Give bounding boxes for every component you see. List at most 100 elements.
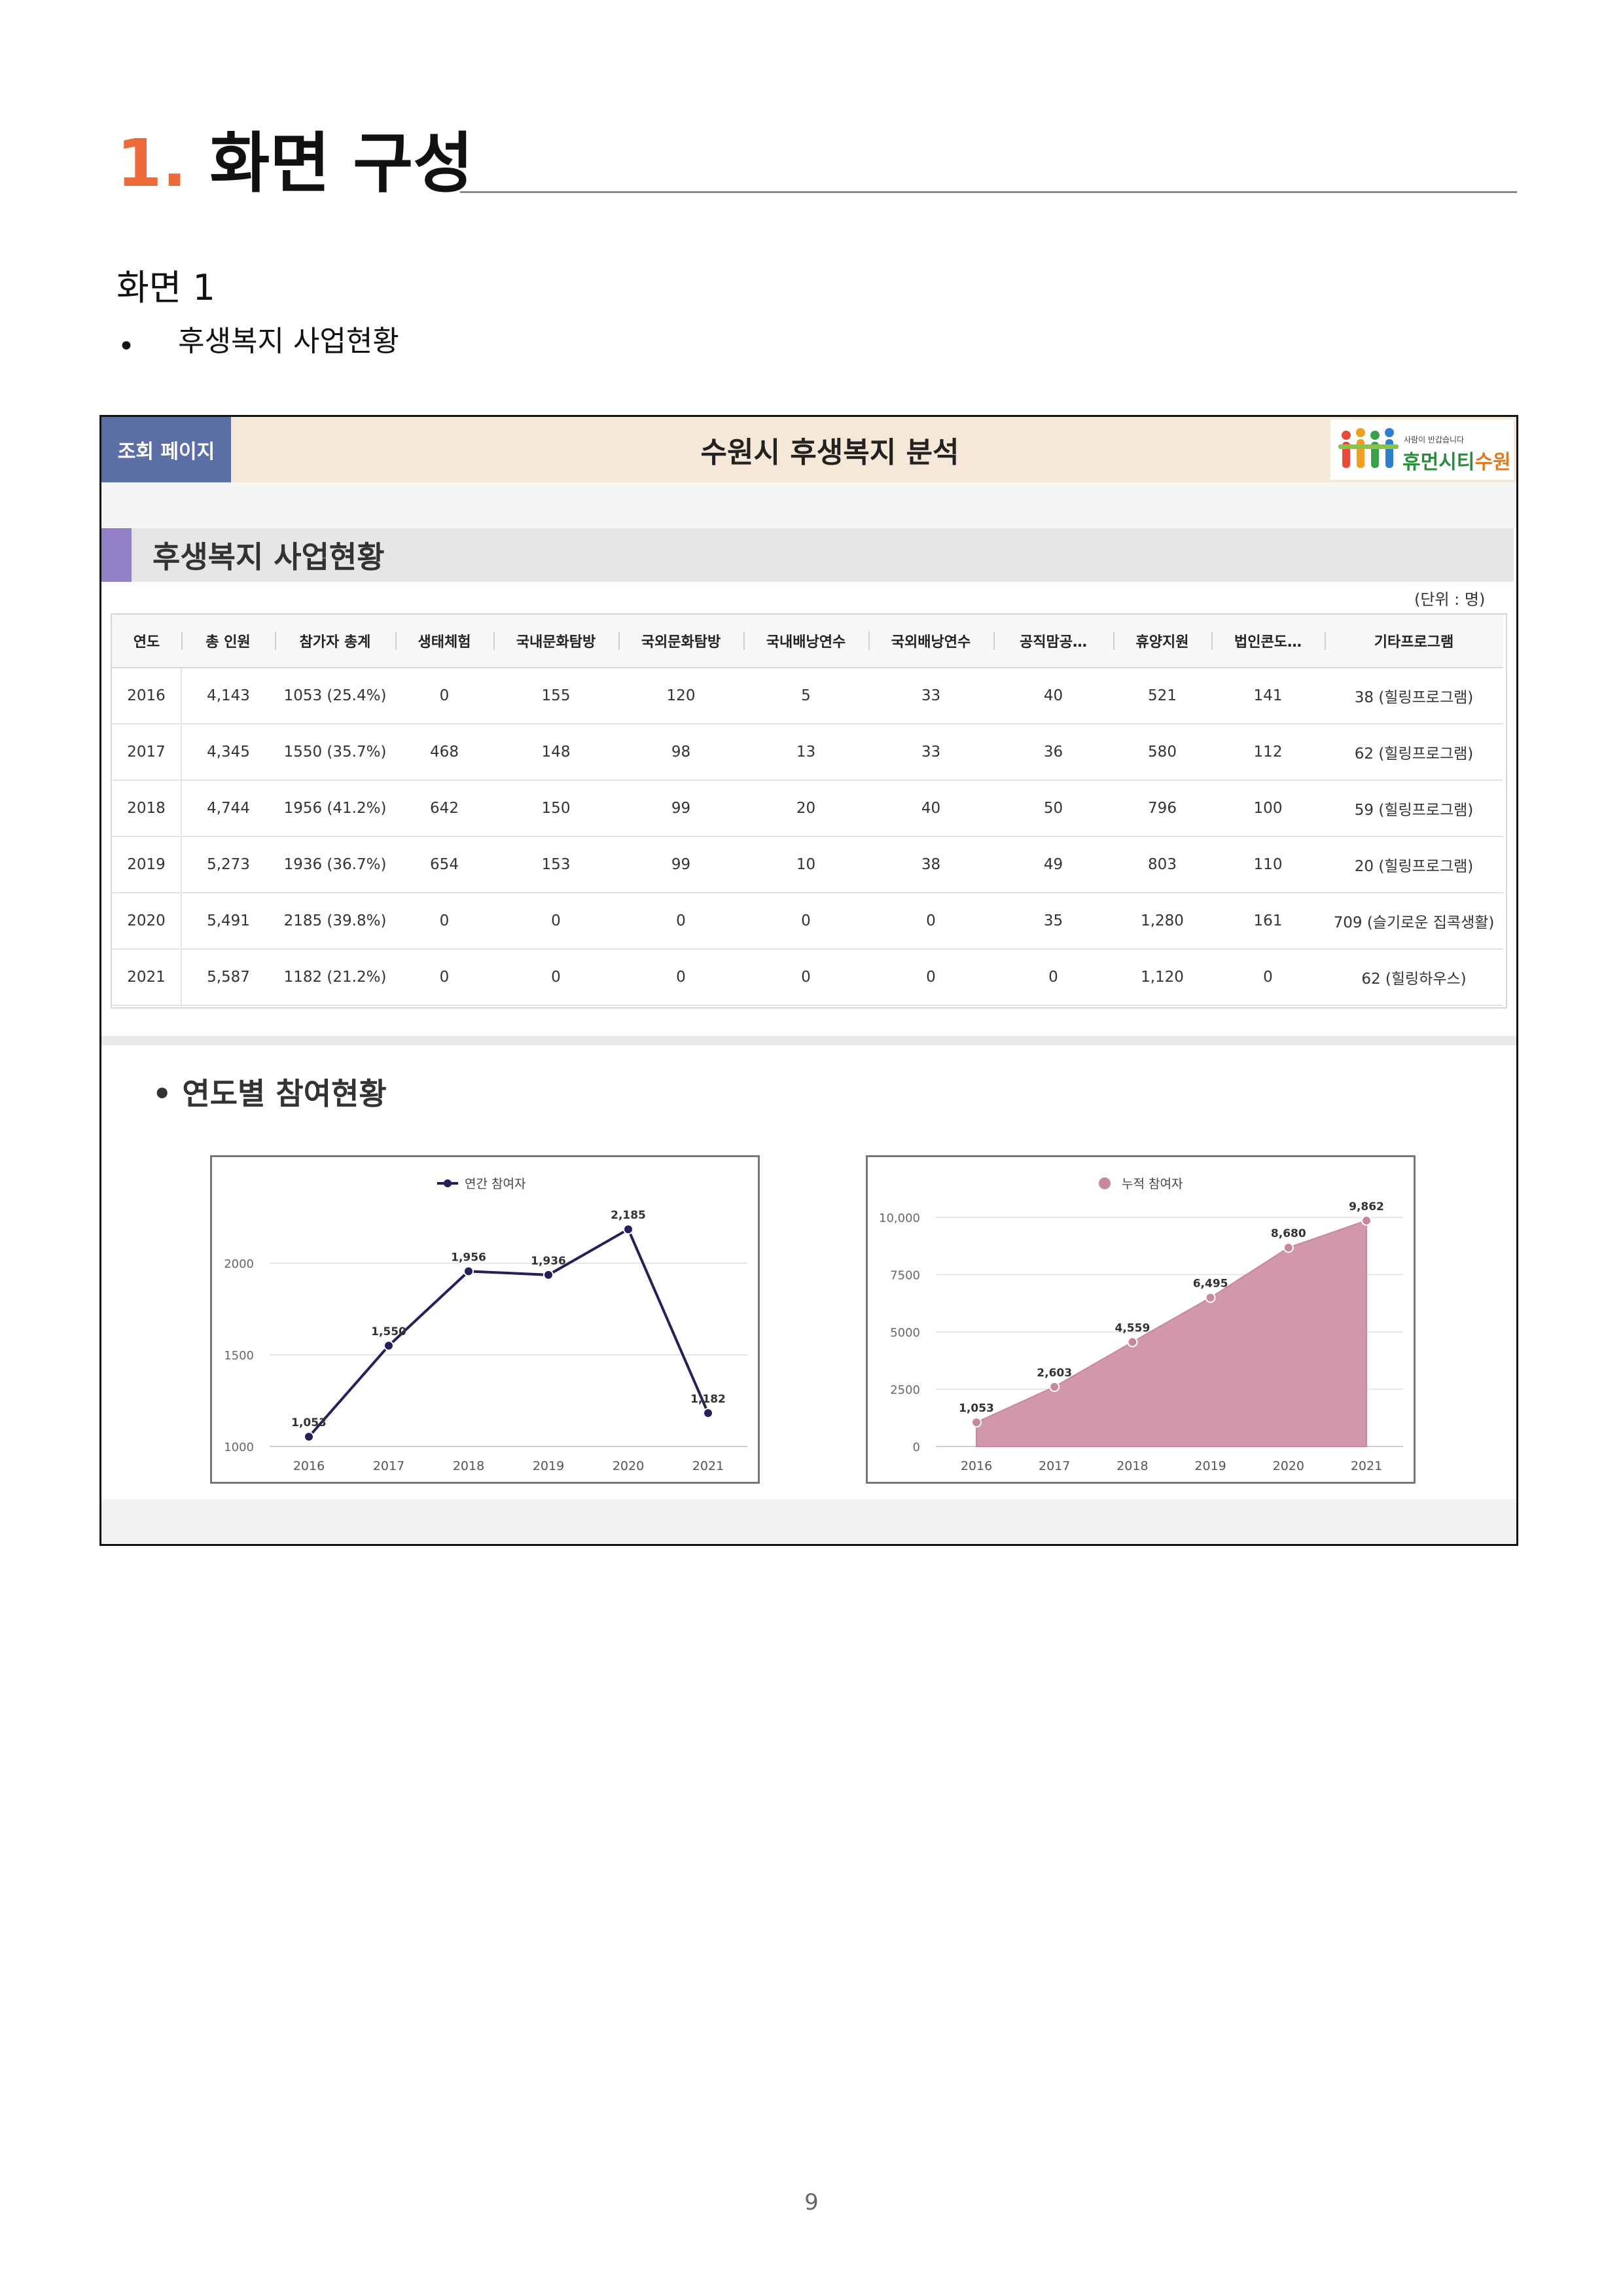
x-tick-label: 2019 xyxy=(1194,1459,1226,1473)
table-cell: 0 xyxy=(395,893,493,950)
table-cell: 2019 xyxy=(112,836,182,893)
data-label: 9,862 xyxy=(1349,1200,1384,1213)
legend-label: 누적 참여자 xyxy=(1122,1177,1183,1191)
column-header[interactable]: 국내배낭연수 xyxy=(743,615,868,668)
table-cell: 62 (힐링프로그램) xyxy=(1325,724,1503,781)
line-chart-svg: 1000 1500 2000 1,053 2016 1,550 2017 1,956 2018 1… xyxy=(224,1177,747,1473)
table-cell: 1550 (35.7%) xyxy=(275,724,395,781)
table-cell: 1936 (36.7%) xyxy=(275,836,395,893)
column-header-label: 공직맘공… xyxy=(1020,634,1087,651)
x-tick-label: 2017 xyxy=(1039,1459,1070,1473)
column-header-label: 법인콘도… xyxy=(1234,634,1302,651)
table-cell: 59 (힐링프로그램) xyxy=(1325,780,1503,837)
data-point xyxy=(1361,1215,1372,1226)
table-cell: 0 xyxy=(993,949,1113,1006)
column-header[interactable]: 국외문화탐방 xyxy=(618,615,743,668)
table-cell: 13 xyxy=(743,724,868,781)
app-header xyxy=(101,417,1516,482)
column-header[interactable]: 법인콘도… xyxy=(1211,615,1325,668)
series-line xyxy=(308,1227,709,1438)
table-cell: 0 xyxy=(743,893,868,950)
table-cell: 10 xyxy=(743,836,868,893)
table-cell: 468 xyxy=(395,724,493,781)
x-tick-label: 2017 xyxy=(373,1459,404,1473)
column-separator xyxy=(743,632,745,650)
column-separator xyxy=(1113,632,1115,650)
column-header[interactable]: 휴양지원 xyxy=(1113,615,1211,668)
table-cell: 40 xyxy=(993,668,1113,725)
section-divider xyxy=(101,1036,1516,1045)
table-cell: 35 xyxy=(993,893,1113,950)
logo-word-b: 수원 xyxy=(1474,451,1511,474)
table-cell: 38 xyxy=(868,836,993,893)
table-cell: 2021 xyxy=(112,949,182,1006)
table-cell: 155 xyxy=(493,668,618,725)
table-cell: 0 xyxy=(1211,949,1325,1006)
page-number: 9 xyxy=(804,2189,819,2215)
column-header[interactable]: 국외배낭연수 xyxy=(868,615,993,668)
x-tick-label: 2020 xyxy=(613,1459,644,1473)
data-point xyxy=(1127,1336,1138,1348)
column-header[interactable]: 생태체험 xyxy=(395,615,493,668)
x-tick-label: 2016 xyxy=(961,1459,992,1473)
table-cell: 803 xyxy=(1113,836,1211,893)
data-label: 1,936 xyxy=(531,1255,566,1268)
column-header-label: 총 인원 xyxy=(205,634,251,651)
table-cell: 654 xyxy=(395,836,493,893)
table-cell: 0 xyxy=(493,893,618,950)
data-label: 1,053 xyxy=(959,1402,994,1415)
bullet-dot: • xyxy=(118,330,135,363)
table-row[interactable]: 2021 5,587 1182 (21.2%) 0 0 0 0 0 0 1,120 0 62 (힐링하… xyxy=(112,949,1503,1006)
data-point xyxy=(383,1340,394,1351)
area-chart-svg: 0 2500 5000 7500 10,000 1,053 2016 2,603 2017 4,5… xyxy=(879,1177,1403,1473)
subsection-title: • 연도별 참여현황 xyxy=(152,1076,387,1111)
column-separator xyxy=(493,632,495,650)
table-cell: 36 xyxy=(993,724,1113,781)
column-separator xyxy=(1211,632,1213,650)
table-cell: 642 xyxy=(395,780,493,837)
column-separator xyxy=(275,632,276,650)
x-tick-label: 2018 xyxy=(1116,1459,1148,1473)
table-cell: 0 xyxy=(743,949,868,1006)
table-cell: 112 xyxy=(1211,724,1325,781)
table-row[interactable]: 2020 5,491 2185 (39.8%) 0 0 0 0 0 35 1,280 161 709 … xyxy=(112,893,1503,950)
column-header[interactable]: 총 인원 xyxy=(181,615,275,668)
logo-word-a: 휴먼시티 xyxy=(1402,451,1475,474)
column-header[interactable]: 공직맘공… xyxy=(993,615,1113,668)
column-header-label: 생태체험 xyxy=(418,634,471,651)
table-cell: 0 xyxy=(868,949,993,1006)
table-cell: 99 xyxy=(618,780,743,837)
table-cell: 1,280 xyxy=(1113,893,1211,950)
column-header-label: 기타프로그램 xyxy=(1374,634,1454,651)
column-separator xyxy=(993,632,995,650)
table-row[interactable]: 2019 5,273 1936 (36.7%) 654 153 99 10 38 49 803 11… xyxy=(112,836,1503,893)
data-point xyxy=(623,1224,633,1235)
table-row[interactable]: 2016 4,143 1053 (25.4%) 0 155 120 5 33 40 521 141 3… xyxy=(112,668,1503,725)
table-cell: 0 xyxy=(395,668,493,725)
column-header[interactable]: 참가자 총계 xyxy=(275,615,395,668)
data-label: 8,680 xyxy=(1271,1227,1306,1240)
section-bar xyxy=(101,528,1514,582)
table-cell: 0 xyxy=(395,949,493,1006)
column-separator xyxy=(181,632,183,650)
legend-marker xyxy=(444,1179,452,1187)
column-header[interactable]: 기타프로그램 xyxy=(1325,615,1503,668)
table-cell: 1,120 xyxy=(1113,949,1211,1006)
y-tick-label: 2500 xyxy=(890,1384,920,1397)
column-header[interactable]: 연도 xyxy=(112,615,181,668)
column-separator xyxy=(1325,632,1326,650)
table-cell: 0 xyxy=(618,949,743,1006)
city-logo: 사람이 반갑습니다 휴먼시티수원 xyxy=(1330,420,1514,480)
header-gap xyxy=(101,482,1516,528)
table-cell: 50 xyxy=(993,780,1113,837)
table-row[interactable]: 2018 4,744 1956 (41.2%) 642 150 99 20 40 50 796 10… xyxy=(112,780,1503,837)
table-cell: 4,345 xyxy=(181,724,275,781)
page-tag-button[interactable]: 조회 페이지 xyxy=(101,417,231,482)
data-table: 연도 총 인원 참가자 총계 생태체험 국내문화탐방 국외문화탐방 국내배낭연수 국외배낭연수… xyxy=(112,615,1503,1006)
table-cell: 150 xyxy=(493,780,618,837)
column-header[interactable]: 국내문화탐방 xyxy=(493,615,618,668)
table-row[interactable]: 2017 4,345 1550 (35.7%) 468 148 98 13 33 36 580 11… xyxy=(112,724,1503,781)
table-cell: 161 xyxy=(1211,893,1325,950)
column-header-label: 연도 xyxy=(133,634,160,651)
table-cell: 2018 xyxy=(112,780,182,837)
